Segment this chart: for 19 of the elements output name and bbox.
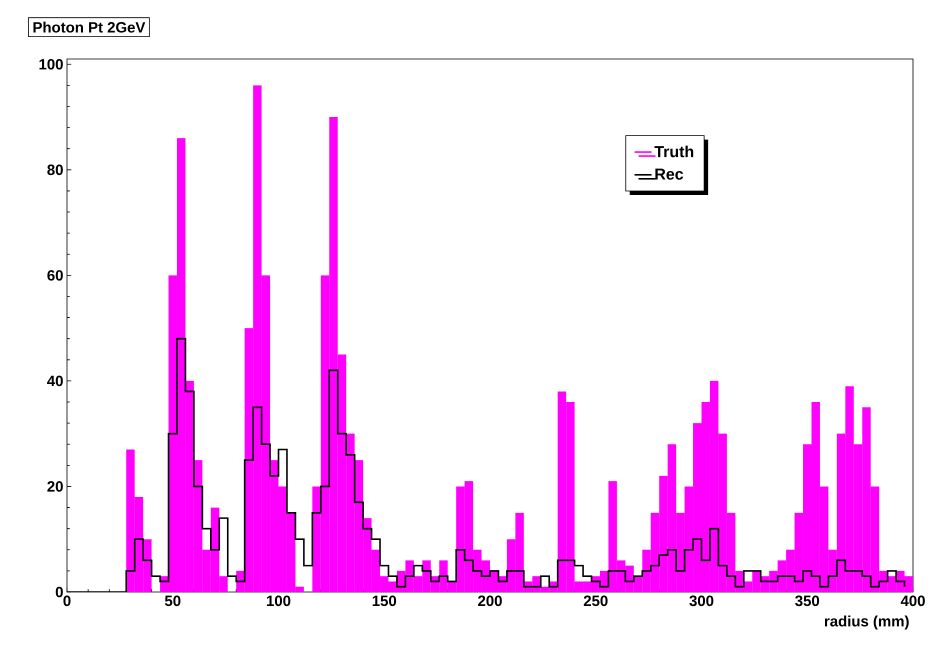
y-tick-label: 40 bbox=[47, 376, 63, 386]
y-tick-label: 80 bbox=[47, 164, 63, 176]
legend-label: Rec bbox=[655, 168, 684, 180]
x-tick-label: 50 bbox=[164, 596, 180, 606]
chart-title: Photon Pt 2GeV bbox=[33, 22, 146, 33]
x-tick-label: 400 bbox=[900, 596, 925, 606]
x-tick-label: 100 bbox=[266, 596, 290, 606]
x-tick-label: 200 bbox=[478, 596, 502, 606]
x-tick-label: 350 bbox=[795, 596, 820, 606]
y-tick-label: 100 bbox=[39, 58, 63, 70]
x-tick-label: 300 bbox=[689, 596, 714, 606]
x-tick-label: 150 bbox=[372, 596, 396, 606]
legend-label: Truth bbox=[654, 146, 694, 158]
y-tick-label: 20 bbox=[47, 481, 63, 492]
x-tick-label: 0 bbox=[63, 596, 71, 606]
y-tick-label: 0 bbox=[56, 586, 63, 598]
x-tick-label: 250 bbox=[584, 596, 608, 606]
x-axis-title: radius (mm) bbox=[824, 616, 909, 630]
y-tick-label: 60 bbox=[47, 270, 63, 281]
